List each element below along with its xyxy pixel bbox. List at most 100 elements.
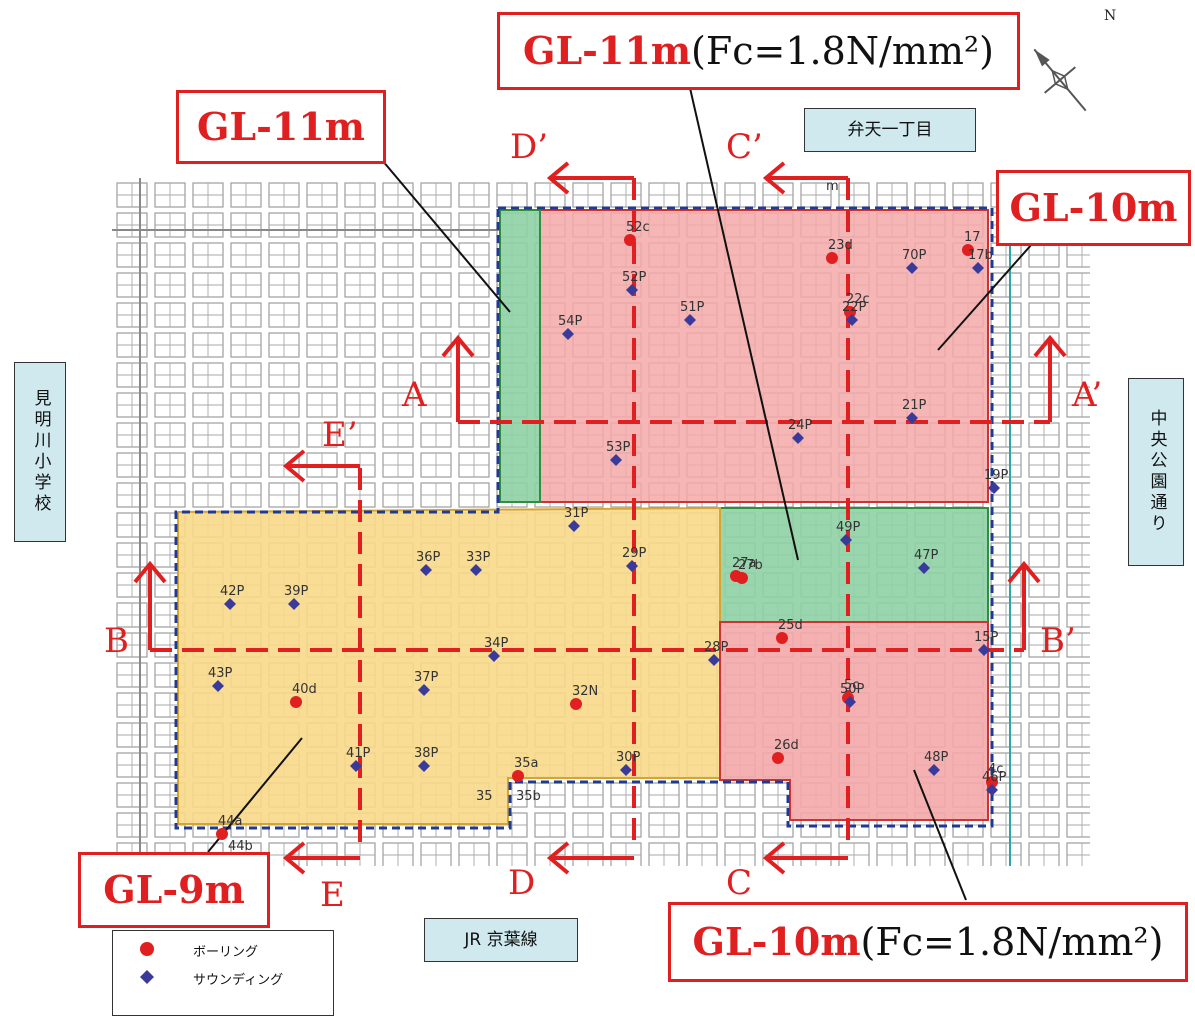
sounding-point-label: 22P [842, 300, 867, 315]
fc-label: (Fc=1.8N/mm²) [860, 920, 1164, 964]
callout-bottom-left: GL-9m [78, 852, 270, 928]
boring-point-label: 5c [844, 678, 859, 693]
section-label-a: A [402, 375, 427, 415]
school-label-west: 見明川小学校 [14, 362, 66, 542]
map-label: 35 [476, 789, 493, 804]
sounding-point-label: 31P [564, 506, 589, 521]
boring-point-label: 35a [514, 756, 539, 771]
boring-point-label: 23d [828, 238, 853, 253]
boring-point-label: 26d [774, 738, 799, 753]
sounding-point [224, 598, 236, 610]
section-label-c: C [726, 863, 753, 903]
sounding-point [488, 650, 500, 662]
sounding-point-label: 19P [984, 468, 1009, 483]
sounding-point-label: 51P [680, 300, 705, 315]
sounding-point [846, 314, 858, 326]
boring-point-label: 32N [572, 684, 598, 699]
boring-point [290, 696, 302, 708]
sounding-point-label: 37P [414, 670, 439, 685]
sounding-point-label: 21P [902, 398, 927, 413]
boring-point [216, 828, 228, 840]
map-label: 35b [516, 789, 541, 804]
boring-point [772, 752, 784, 764]
legend: ボーリング サウンディング [112, 930, 334, 1016]
other-labels: 35 35b 44b m [228, 179, 839, 854]
sounding-point-label: 17b [968, 248, 993, 263]
sounding-point [470, 564, 482, 576]
north-label: N [1104, 8, 1117, 24]
zone-gl-9m [177, 506, 721, 825]
sounding-point-label: 42P [220, 584, 245, 599]
section-label-d: D [508, 863, 536, 903]
sounding-point-label: 30P [616, 750, 641, 765]
sounding-point [906, 412, 918, 424]
boring-point [624, 234, 636, 246]
sounding-point-label: 70P [902, 248, 927, 263]
sounding-point-label: 15P [974, 630, 999, 645]
boring-point [512, 770, 524, 782]
sounding-point [418, 684, 430, 696]
callout-top-left: GL-11m [176, 90, 386, 164]
section-label-e-prime: E’ [322, 415, 358, 455]
callout-top-center: GL-11m(Fc=1.8N/mm²) [497, 12, 1020, 90]
depth-label: GL-10m [692, 919, 861, 964]
fc-label: (Fc=1.8N/mm²) [691, 29, 994, 73]
boring-point [736, 572, 748, 584]
sounding-point [620, 764, 632, 776]
legend-row-boring: ボーリング [113, 937, 333, 963]
boring-point-label: 17 [964, 230, 981, 245]
legend-label-boring: ボーリング [193, 945, 259, 960]
sounding-point-label: 36P [416, 550, 441, 565]
sounding-point-label: 54P [558, 314, 583, 329]
sounding-point [568, 520, 580, 532]
boring-point [776, 632, 788, 644]
north-arrow-icon [1033, 48, 1087, 112]
site-boundary [174, 206, 994, 830]
callout-top-right: GL-10m [996, 170, 1191, 246]
section-lines [133, 161, 1067, 875]
sounding-point [684, 314, 696, 326]
sounding-point-label: 47P [914, 548, 939, 563]
rail-label-south: JR 京葉線 [424, 918, 578, 962]
sounding-point-label: 43P [208, 666, 233, 681]
sounding-point [844, 696, 856, 708]
boring-point [826, 252, 838, 264]
map-label: m [826, 179, 839, 194]
sounding-point [626, 560, 638, 572]
sounding-points: 52P 51P 54P 70P 17b 22P 24P 21P 53P 31P 29P 36P 33P 4… [208, 248, 1009, 796]
sounding-point-label: 34P [484, 636, 509, 651]
section-label-a-prime: A’ [1072, 375, 1103, 415]
boring-point-label: 27b [738, 558, 763, 573]
section-label-d-prime: D’ [510, 127, 549, 167]
boring-point-label: 4c [988, 762, 1003, 777]
section-label-c-prime: C’ [726, 127, 763, 167]
sounding-point [420, 564, 432, 576]
sounding-point [988, 482, 1000, 494]
sounding-point-label: 39P [284, 584, 309, 599]
sounding-point-label: 41P [346, 746, 371, 761]
sounding-point [840, 534, 852, 546]
boring-point-label: 52c [626, 220, 650, 235]
sounding-point [350, 760, 362, 772]
zone-gl-10m-fc [719, 621, 989, 821]
depth-label: GL-11m [196, 104, 366, 149]
boring-point-label: 44a [218, 814, 243, 829]
section-label-b: B [104, 621, 129, 661]
sounding-point [562, 328, 574, 340]
sounding-point [708, 654, 720, 666]
boring-point-label: 22c [846, 292, 870, 307]
sounding-point [212, 680, 224, 692]
depth-label: GL-10m [1009, 185, 1178, 230]
zone-gl-11m-strip [499, 209, 541, 503]
sounding-point [418, 760, 430, 772]
sounding-point-label: 33P [466, 550, 491, 565]
boring-symbol-icon [140, 942, 154, 956]
sounding-point [288, 598, 300, 610]
boring-point-label: 25d [778, 618, 803, 633]
boring-point [986, 776, 998, 788]
boring-point-label: 27a [732, 556, 757, 571]
sounding-point-label: 46P [982, 770, 1007, 785]
street-label-north: 弁天一丁目 [804, 108, 976, 152]
